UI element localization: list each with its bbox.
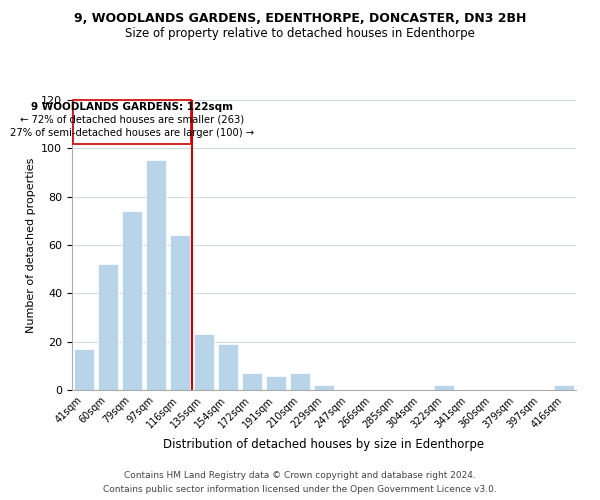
Bar [290, 373, 310, 390]
Bar [554, 385, 574, 390]
X-axis label: Distribution of detached houses by size in Edenthorpe: Distribution of detached houses by size … [163, 438, 485, 451]
Text: 27% of semi-detached houses are larger (100) →: 27% of semi-detached houses are larger (… [10, 128, 254, 138]
Bar [266, 376, 286, 390]
Bar [98, 264, 118, 390]
Text: ← 72% of detached houses are smaller (263): ← 72% of detached houses are smaller (26… [20, 114, 244, 124]
Bar [122, 211, 142, 390]
Text: Contains public sector information licensed under the Open Government Licence v3: Contains public sector information licen… [103, 486, 497, 494]
Text: Contains HM Land Registry data © Crown copyright and database right 2024.: Contains HM Land Registry data © Crown c… [124, 472, 476, 480]
Bar [314, 385, 334, 390]
FancyBboxPatch shape [73, 100, 191, 144]
Text: Size of property relative to detached houses in Edenthorpe: Size of property relative to detached ho… [125, 28, 475, 40]
Y-axis label: Number of detached properties: Number of detached properties [26, 158, 35, 332]
Bar [218, 344, 238, 390]
Text: 9 WOODLANDS GARDENS: 122sqm: 9 WOODLANDS GARDENS: 122sqm [31, 102, 233, 113]
Bar [74, 349, 94, 390]
Bar [434, 385, 454, 390]
Bar [194, 334, 214, 390]
Text: 9, WOODLANDS GARDENS, EDENTHORPE, DONCASTER, DN3 2BH: 9, WOODLANDS GARDENS, EDENTHORPE, DONCAS… [74, 12, 526, 26]
Bar [242, 373, 262, 390]
Bar [170, 236, 190, 390]
Bar [146, 160, 166, 390]
